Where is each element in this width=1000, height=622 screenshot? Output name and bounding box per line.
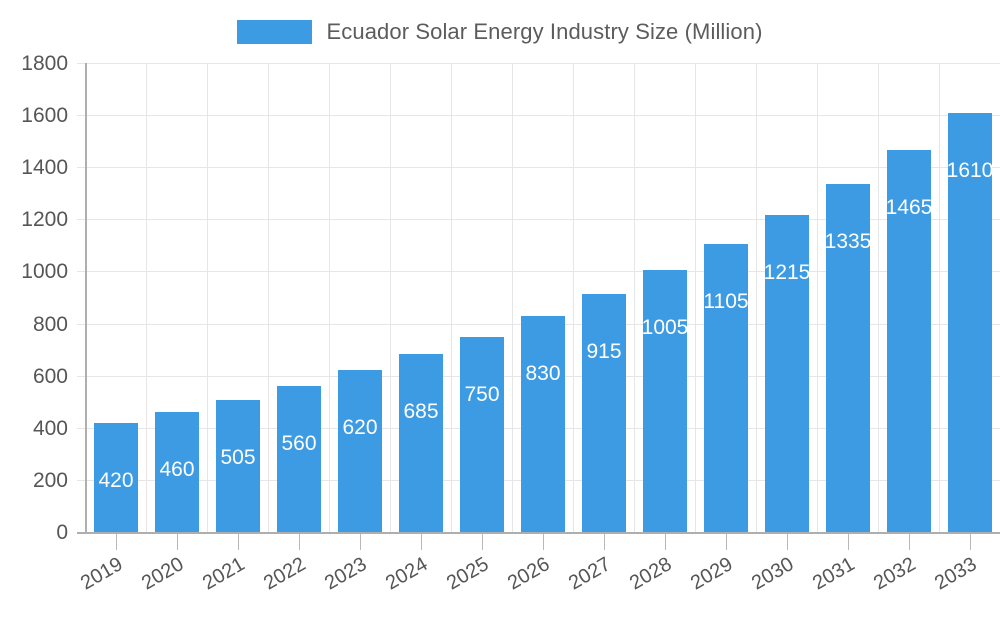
gridline-horizontal: [77, 271, 1000, 272]
bar-value-label: 915: [586, 340, 622, 363]
bar-value-label: 1005: [641, 316, 689, 339]
bars-container: 420 460 505 560 620 685 750 830 915 1005 1105 1215 1…: [85, 63, 1000, 532]
y-axis-tick-label: 1000: [21, 260, 68, 283]
x-axis-line: [77, 532, 1000, 534]
gridline-vertical: [329, 63, 330, 532]
gridline-vertical: [695, 63, 696, 532]
bar-value-label: 1215: [763, 261, 811, 284]
x-axis-tick-mark: [116, 534, 117, 550]
y-axis-tick-label: 200: [32, 469, 68, 492]
y-axis-tick-label: 1200: [21, 208, 68, 231]
x-axis-tick-mark: [604, 534, 605, 550]
y-axis-tick-label: 1600: [21, 104, 68, 127]
gridline-vertical: [939, 63, 940, 532]
x-axis-tick-mark: [909, 534, 910, 550]
y-axis-tick-label: 1800: [21, 52, 68, 75]
bar-value-label: 1610: [946, 159, 994, 182]
x-axis-tick-mark: [482, 534, 483, 550]
bar[interactable]: [399, 354, 443, 532]
x-axis-tick-mark: [848, 534, 849, 550]
bar-value-label: 1335: [824, 230, 872, 253]
y-axis-tick-label: 600: [32, 365, 68, 388]
bar[interactable]: [94, 423, 138, 532]
x-axis-tick-mark: [177, 534, 178, 550]
x-axis-tick-mark: [360, 534, 361, 550]
gridline-horizontal: [77, 219, 1000, 220]
y-axis-tick-label: 1400: [21, 156, 68, 179]
bar[interactable]: [460, 337, 504, 532]
y-axis-line: [85, 63, 87, 533]
bar-chart: Ecuador Solar Energy Industry Size (Mill…: [0, 14, 1000, 595]
y-axis-tick-labels: 0 200 400 600 800 1000 1200 1400 1600 1800: [21, 52, 68, 544]
legend-color-swatch: [237, 20, 313, 44]
gridline-horizontal: [77, 63, 1000, 64]
bar-value-label: 620: [342, 416, 378, 439]
gridline-vertical: [451, 63, 452, 532]
bar-value-label: 750: [464, 383, 500, 406]
y-axis-tick-label: 0: [56, 521, 68, 544]
bar-value-label: 505: [220, 446, 256, 469]
x-axis-tick-mark: [421, 534, 422, 550]
bar[interactable]: [948, 113, 992, 532]
y-axis-tick-label: 400: [32, 417, 68, 440]
x-axis-tick-mark: [665, 534, 666, 550]
x-axis-tick-mark: [299, 534, 300, 550]
bar[interactable]: [155, 412, 199, 532]
bar[interactable]: [704, 244, 748, 532]
y-axis-tick-label: 800: [32, 313, 68, 336]
gridline-vertical: [817, 63, 818, 532]
bar[interactable]: [216, 400, 260, 532]
x-axis-tick-mark: [787, 534, 788, 550]
gridline-horizontal: [77, 167, 1000, 168]
bar-value-label: 1105: [703, 290, 749, 313]
x-axis-tick-mark: [543, 534, 544, 550]
bar-value-label: 460: [159, 458, 195, 481]
bar-value-label: 685: [403, 400, 439, 423]
bar-value-label: 420: [98, 469, 134, 492]
chart-legend: Ecuador Solar Energy Industry Size (Mill…: [0, 14, 1000, 50]
gridline-vertical: [634, 63, 635, 532]
gridline-vertical: [512, 63, 513, 532]
gridline-vertical: [878, 63, 879, 532]
gridline-horizontal: [77, 115, 1000, 116]
gridline-vertical: [573, 63, 574, 532]
bar[interactable]: [277, 386, 321, 532]
legend-label: Ecuador Solar Energy Industry Size (Mill…: [326, 19, 763, 44]
bar-value-label: 1465: [885, 196, 933, 219]
x-axis-tick-mark: [726, 534, 727, 550]
x-axis-tick-mark: [238, 534, 239, 550]
bar-value-label: 830: [525, 362, 561, 385]
gridline-vertical: [207, 63, 208, 532]
bar[interactable]: [887, 150, 931, 532]
bar[interactable]: [582, 294, 626, 532]
gridline-vertical: [146, 63, 147, 532]
bar[interactable]: [643, 270, 687, 532]
bar[interactable]: [338, 370, 382, 532]
gridline-vertical: [756, 63, 757, 532]
gridline-vertical: [390, 63, 391, 532]
x-axis-tick-mark: [970, 534, 971, 550]
bar[interactable]: [765, 215, 809, 532]
gridline-vertical: [268, 63, 269, 532]
plot-area: 420 460 505 560 620 685 750 830 915 1005 1105 1215 1…: [85, 63, 1000, 532]
bar[interactable]: [521, 316, 565, 532]
bar-value-label: 560: [281, 432, 317, 455]
bar[interactable]: [826, 184, 870, 532]
